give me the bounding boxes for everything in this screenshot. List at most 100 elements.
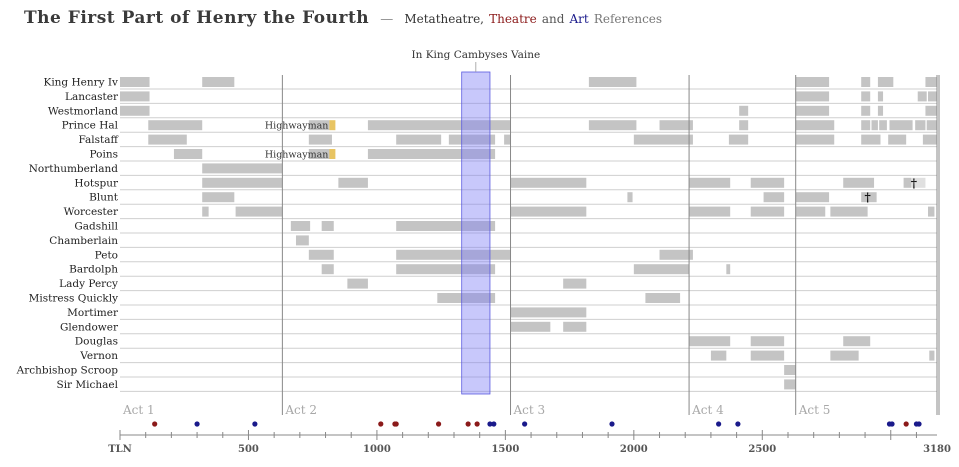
speech-bar	[321, 221, 334, 231]
speech-bar	[795, 77, 830, 87]
art-reference-dot	[716, 421, 722, 427]
speech-bar	[148, 134, 187, 145]
speech-bar	[795, 134, 835, 145]
speech-bar	[396, 249, 511, 260]
character-label: Prince Hal	[62, 120, 119, 132]
annotation-label: Highwayman	[265, 150, 328, 161]
art-reference-dot	[487, 421, 493, 427]
x-tick-label: 1500	[491, 444, 519, 455]
character-label: Peto	[95, 249, 118, 261]
speech-bar	[396, 134, 442, 145]
speech-bar	[843, 177, 875, 188]
theatre-reference-dot	[393, 421, 399, 427]
act-label: Act 3	[513, 403, 546, 417]
speech-bar	[689, 206, 731, 217]
speech-bar	[367, 120, 511, 131]
speech-bar	[750, 350, 785, 361]
speech-bar	[510, 206, 587, 217]
speech-bar	[928, 91, 937, 102]
character-label: Hotspur	[74, 177, 119, 189]
speech-bar	[871, 120, 878, 131]
art-reference-dot	[889, 421, 895, 427]
x-tick-label: 1000	[363, 444, 391, 455]
art-reference-dot	[491, 421, 497, 427]
x-tick-label: 2000	[620, 444, 648, 455]
speech-bar	[437, 293, 490, 303]
character-label: Westmorland	[48, 105, 118, 117]
speech-bar	[173, 149, 203, 159]
theatre-reference-dot	[474, 421, 480, 427]
act-label: Act 4	[691, 403, 724, 417]
speech-bar	[295, 235, 309, 246]
character-label: Poins	[90, 149, 118, 161]
speech-bar	[795, 192, 830, 203]
speech-bar	[925, 105, 937, 116]
speech-bar	[784, 379, 796, 390]
speech-bar	[726, 264, 731, 275]
speech-bar	[148, 120, 203, 131]
art-reference-dot	[916, 421, 922, 427]
annotation-marker	[329, 120, 336, 131]
speech-bar	[659, 120, 693, 131]
speech-bar	[588, 77, 637, 87]
speech-bar	[795, 120, 835, 131]
speech-bar	[202, 77, 235, 87]
absent-bar	[911, 177, 926, 188]
speech-bar	[763, 192, 785, 203]
speech-bar	[877, 77, 894, 87]
character-label: Blunt	[89, 192, 119, 204]
speech-bar	[739, 105, 749, 116]
speech-bar	[347, 278, 368, 289]
speech-bar	[563, 278, 587, 289]
speech-bar	[925, 77, 937, 87]
speech-bar	[830, 350, 859, 361]
speech-bar	[633, 264, 690, 275]
death-cross-icon: †	[864, 191, 870, 205]
character-label: Sir Michael	[57, 379, 119, 391]
speech-bar	[202, 177, 283, 188]
act-label: Act 1	[122, 403, 155, 417]
character-label: Northumberland	[29, 163, 119, 175]
character-label: Mortimer	[67, 307, 119, 319]
speech-bar	[689, 177, 731, 188]
speech-bar	[627, 192, 633, 203]
speech-bar	[861, 105, 871, 116]
speech-bar	[784, 365, 796, 375]
subtitle-metatheatre: Metatheatre,	[404, 12, 484, 26]
speech-bar	[903, 177, 912, 188]
annotation-label: Highwayman	[265, 121, 328, 132]
character-label: Glendower	[60, 321, 119, 333]
speech-bar	[290, 221, 311, 231]
speech-bar	[795, 206, 826, 217]
speech-bar	[915, 120, 926, 131]
x-tick-label: TLN	[108, 444, 132, 455]
highlight-band-label: In King Cambyses Vaine	[411, 49, 540, 61]
speech-bar	[689, 336, 731, 347]
speech-bar	[750, 206, 785, 217]
speech-bar	[922, 134, 937, 145]
speech-bar	[861, 120, 871, 131]
speech-bar	[563, 321, 587, 332]
speech-bar	[877, 91, 884, 102]
speech-bar	[510, 321, 551, 332]
speech-bar	[202, 192, 235, 203]
character-label: Chamberlain	[49, 235, 118, 247]
speech-bar	[861, 192, 877, 203]
speech-bar	[843, 336, 871, 347]
character-label: Lancaster	[65, 91, 119, 103]
speech-bar	[861, 77, 871, 87]
theatre-reference-dot	[465, 421, 471, 427]
speech-bar	[202, 163, 283, 174]
speech-bar	[321, 264, 334, 275]
speech-bar	[917, 91, 927, 102]
character-label: Mistress Quickly	[29, 293, 118, 305]
speech-bar	[889, 120, 913, 131]
character-label: Falstaff	[78, 134, 119, 146]
speech-bar	[308, 134, 332, 145]
speech-bar	[659, 249, 693, 260]
speech-bar	[202, 206, 209, 217]
speech-bar	[308, 120, 330, 131]
act-label: Act 2	[284, 403, 317, 417]
speech-bar	[739, 120, 749, 131]
speech-bar	[861, 91, 871, 102]
